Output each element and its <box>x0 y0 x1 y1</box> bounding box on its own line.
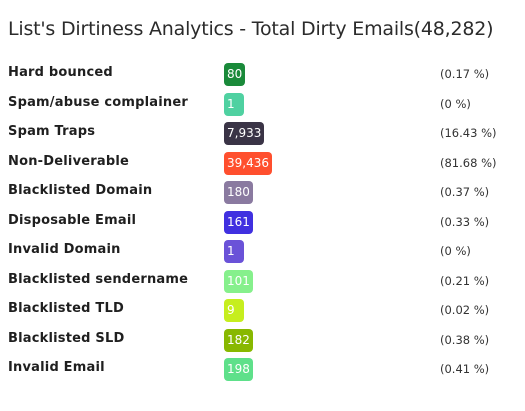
row-percentage: (81.68 %) <box>440 155 497 170</box>
row-label: Invalid Domain <box>8 242 121 257</box>
count-badge: 7,933 <box>224 122 265 145</box>
row-percentage: (0.38 %) <box>440 332 490 347</box>
count-badge: 1 <box>224 92 244 116</box>
row-label: Hard bounced <box>8 65 113 80</box>
count-badge: 80 <box>224 63 246 86</box>
row-percentage: (16.43 %) <box>440 126 497 140</box>
row-percentage: (0.37 %) <box>440 185 490 199</box>
count-badge: 180 <box>224 181 253 204</box>
row-label: Non-Deliverable <box>8 153 130 169</box>
list-item: Blacklisted sendername 101 (0.21 %) <box>0 267 525 297</box>
row-label: Spam Traps <box>8 124 96 139</box>
row-percentage: (0.21 %) <box>440 273 490 288</box>
count-badge: 39,436 <box>224 151 272 175</box>
row-label: Blacklisted TLD <box>8 301 124 316</box>
count-badge: 101 <box>224 269 253 293</box>
count-badge: 182 <box>224 328 253 352</box>
list-item: Invalid Email 198 (0.41 %) <box>0 355 525 385</box>
count-badge: 1 <box>224 240 244 263</box>
row-label: Invalid Email <box>8 360 105 375</box>
list-item: Spam Traps 7,933 (16.43 %) <box>0 119 525 149</box>
list-item: Blacklisted SLD 182 (0.38 %) <box>0 326 525 356</box>
list-item: Blacklisted TLD 9 (0.02 %) <box>0 296 525 326</box>
row-percentage: (0.17 %) <box>440 67 490 81</box>
row-percentage: (0.33 %) <box>440 214 490 229</box>
row-label: Blacklisted sendername <box>8 271 189 287</box>
row-label: Blacklisted SLD <box>8 330 125 346</box>
count-badge: 198 <box>224 358 253 381</box>
row-label: Disposable Email <box>8 212 137 228</box>
count-badge: 161 <box>224 210 253 234</box>
list-item: Disposable Email 161 (0.33 %) <box>0 208 525 238</box>
row-label: Blacklisted Domain <box>8 183 153 198</box>
list-item: Blacklisted Domain 180 (0.37 %) <box>0 178 525 208</box>
row-percentage: (0.41 %) <box>440 362 490 376</box>
row-percentage: (0.02 %) <box>440 303 490 317</box>
list-item: Non-Deliverable 39,436 (81.68 %) <box>0 149 525 179</box>
analytics-list: Hard bounced 80 (0.17 %) Spam/abuse complai… <box>0 60 525 385</box>
row-label: Spam/abuse complainer <box>8 94 189 110</box>
list-item: Spam/abuse complainer 1 (0 %) <box>0 90 525 120</box>
list-item: Hard bounced 80 (0.17 %) <box>0 60 525 90</box>
list-item: Invalid Domain 1 (0 %) <box>0 237 525 267</box>
count-badge: 9 <box>224 299 244 322</box>
page-title: List's Dirtiness Analytics - Total Dirty… <box>8 18 494 40</box>
row-percentage: (0 %) <box>440 244 471 258</box>
row-percentage: (0 %) <box>440 96 471 111</box>
